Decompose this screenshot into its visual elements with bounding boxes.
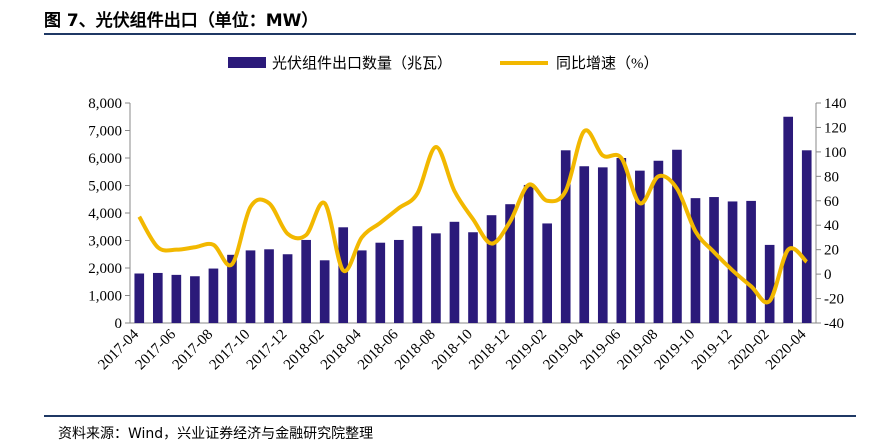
bar	[746, 200, 756, 323]
bar	[486, 215, 497, 323]
bar	[727, 201, 738, 323]
bar	[635, 170, 645, 323]
bar	[375, 242, 386, 323]
bar	[505, 204, 515, 323]
bar	[394, 239, 404, 323]
y-left-tick-label: 6,000	[88, 151, 122, 167]
x-tick-label: 2017-10	[207, 327, 254, 374]
bar	[431, 233, 441, 323]
bar	[523, 184, 534, 323]
bar	[264, 249, 274, 323]
growth-line	[137, 128, 809, 305]
x-tick-label: 2019-10	[652, 327, 699, 374]
bar	[709, 197, 719, 323]
bar	[449, 221, 460, 323]
bar	[468, 232, 478, 323]
bar	[227, 254, 237, 323]
y-right-tick-label: -40	[824, 316, 844, 332]
y-right-tick-label: 120	[824, 120, 847, 136]
x-tick-label: 2020-04	[763, 326, 810, 373]
source-note: 资料来源：Wind，兴业证券经济与金融研究院整理	[58, 426, 374, 442]
bar	[672, 149, 682, 323]
legend-label-bar: 光伏组件出口数量（兆瓦）	[272, 55, 452, 72]
y-right-tick-label: 140	[824, 96, 847, 112]
y-right-tick-label: 40	[824, 218, 839, 234]
bar	[245, 250, 256, 323]
bar	[597, 167, 608, 323]
y-left-tick-label: 8,000	[88, 96, 122, 112]
figure-title: 图 7、光伏组件出口（单位：MW）	[44, 11, 319, 31]
y-left-tick-label: 3,000	[88, 234, 122, 250]
bar	[764, 244, 775, 323]
bar	[412, 226, 423, 323]
bar	[783, 116, 794, 323]
title-rule	[44, 33, 856, 35]
y-right-tick-label: 60	[824, 194, 839, 210]
bar	[542, 223, 552, 323]
bar	[690, 198, 701, 323]
footer-rule	[44, 415, 856, 417]
x-tick-label: 2018-10	[429, 327, 476, 374]
x-tick-label: 2018-08	[392, 327, 439, 374]
bar	[338, 227, 349, 323]
x-tick-label: 2018-12	[466, 327, 513, 374]
bar	[616, 158, 627, 323]
y-right-tick-label: 20	[824, 243, 839, 259]
y-left-tick-label: 1,000	[88, 289, 122, 305]
bar	[208, 268, 219, 323]
bar	[653, 160, 664, 323]
y-left-tick-label: 5,000	[88, 179, 122, 195]
y-right-tick-label: 100	[824, 145, 847, 161]
y-right-tick-label: -20	[824, 292, 844, 308]
x-tick-label: 2018-02	[281, 327, 328, 374]
x-tick-label: 2017-08	[170, 327, 217, 374]
bar	[560, 150, 571, 323]
bar	[190, 276, 200, 323]
y-right-tick-label: 80	[824, 169, 839, 185]
bar	[301, 239, 311, 323]
chart: 0 1,000 2,000 3,000 4,000 5,000 6,000 7,000 8,00…	[88, 55, 847, 374]
bar	[319, 260, 330, 323]
x-tick-label: 2017-12	[244, 327, 291, 374]
legend-label-line: 同比增速（%）	[556, 55, 659, 72]
y-left-tick-label: 2,000	[88, 261, 122, 277]
y-left-tick-label: 4,000	[88, 206, 122, 222]
bar	[171, 274, 182, 323]
y-left-tick-label: 7,000	[88, 124, 122, 140]
bar	[801, 150, 812, 323]
x-tick-label: 2019-08	[615, 327, 662, 374]
bar	[152, 272, 163, 323]
bar	[282, 254, 293, 323]
y-right-tick-label: 0	[824, 267, 832, 283]
x-tick-label: 2019-12	[689, 327, 736, 374]
x-tick-label: 2020-02	[726, 327, 773, 374]
legend-swatch-bar	[228, 57, 266, 68]
x-tick-label: 2019-02	[503, 327, 550, 374]
bar	[356, 250, 367, 323]
y-left-tick-label: 0	[115, 316, 123, 332]
bar	[579, 166, 590, 323]
bar	[134, 273, 145, 323]
